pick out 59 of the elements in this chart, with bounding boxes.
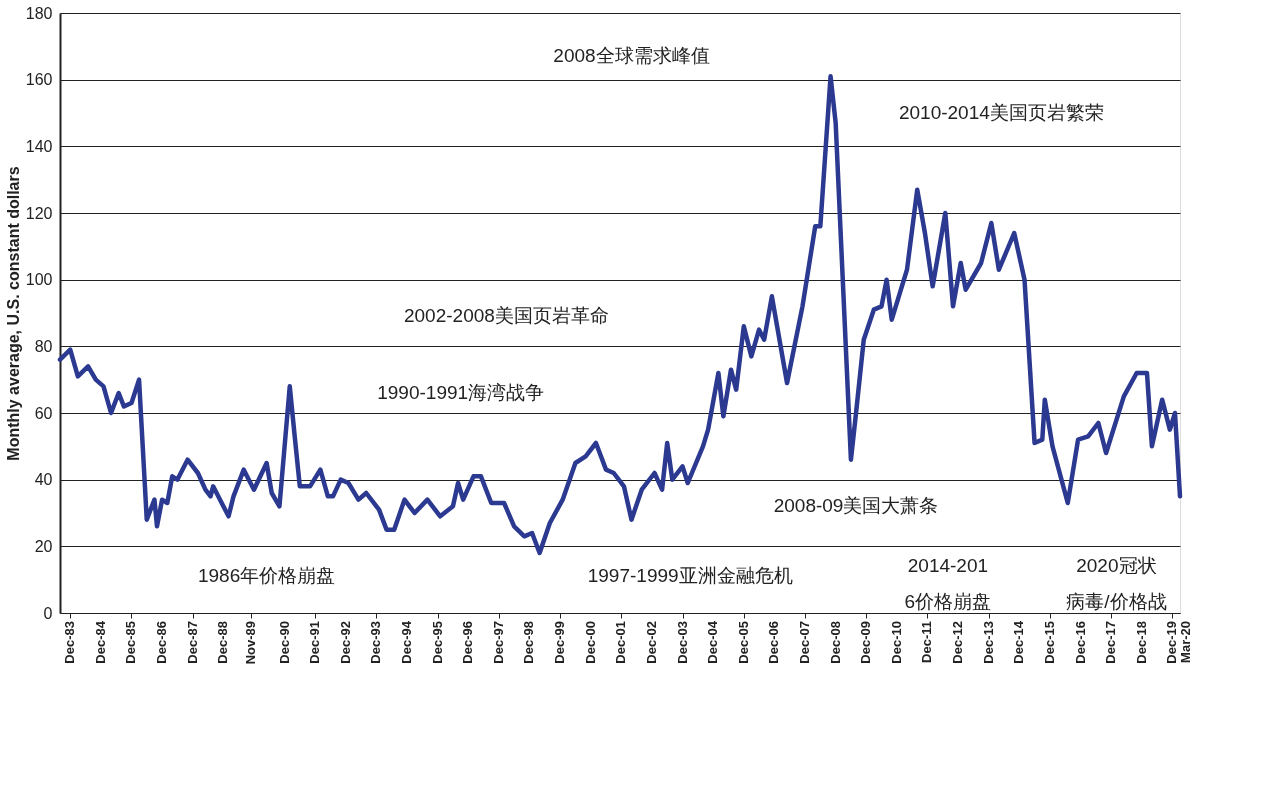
x-tick-label: Dec-15 bbox=[1041, 621, 1057, 664]
x-tick-label: Dec-16 bbox=[1072, 621, 1088, 664]
x-tick-label: Dec-13 bbox=[980, 621, 996, 664]
x-tick-label: Nov-89 bbox=[243, 621, 259, 665]
y-tick-label: 40 bbox=[34, 471, 53, 489]
x-tick-label: Dec-11 bbox=[919, 621, 935, 663]
x-tick-label: Dec-19 bbox=[1164, 621, 1180, 664]
annotation: 2008-09美国大萧条 bbox=[773, 495, 939, 517]
x-tick-label: Dec-04 bbox=[705, 620, 721, 664]
x-tick-label: Dec-92 bbox=[337, 621, 353, 664]
y-tick-label: 20 bbox=[34, 537, 53, 555]
x-tick-label: Dec-96 bbox=[460, 621, 476, 664]
x-tick-label: Dec-88 bbox=[215, 621, 231, 664]
x-tick-label: Dec-84 bbox=[92, 620, 108, 664]
x-tick-label: Dec-18 bbox=[1133, 621, 1149, 664]
y-tick-label: 0 bbox=[43, 604, 53, 622]
line-series bbox=[57, 74, 1183, 556]
annotation: 1986年价格崩盘 bbox=[197, 565, 336, 587]
x-tick-label: Dec-94 bbox=[399, 620, 415, 664]
x-tick-label: Dec-14 bbox=[1011, 620, 1027, 664]
x-tick-label: Dec-87 bbox=[184, 621, 200, 664]
y-axis-title: Monthly average, U.S. constant dollars bbox=[4, 166, 22, 461]
y-tick-label: 180 bbox=[25, 4, 53, 22]
y-tick-label: 60 bbox=[34, 404, 53, 422]
x-tick-label: Dec-08 bbox=[827, 621, 843, 664]
annotation: 2020冠状病毒/价格战 bbox=[1066, 555, 1167, 613]
x-tick-label: Mar-20 bbox=[1178, 621, 1194, 663]
annotation: 2008全球需求峰值 bbox=[553, 45, 710, 67]
x-tick-label: Dec-83 bbox=[62, 621, 78, 664]
y-tick-label: 100 bbox=[25, 271, 53, 289]
x-tick-label: Dec-00 bbox=[582, 621, 598, 664]
x-tick-label: Dec-05 bbox=[735, 621, 751, 664]
x-tick-label: Dec-95 bbox=[429, 621, 445, 664]
annotation: 2014-2016价格崩盘 bbox=[904, 555, 992, 613]
y-tick-label: 160 bbox=[25, 71, 53, 89]
x-tick-label: Dec-98 bbox=[521, 621, 537, 664]
x-tick-label: Dec-86 bbox=[154, 621, 170, 664]
x-tick-label: Dec-03 bbox=[674, 621, 690, 664]
annotation: 1990-1991海湾战争 bbox=[377, 382, 545, 403]
x-tick-label: Dec-97 bbox=[490, 621, 506, 664]
x-tick-label: Dec-02 bbox=[643, 621, 659, 664]
x-tick-label: Dec-01 bbox=[613, 621, 629, 664]
x-tick-label: Dec-12 bbox=[950, 621, 966, 664]
x-tick-label: Dec-91 bbox=[307, 621, 323, 664]
y-tick-label: 120 bbox=[25, 204, 53, 222]
x-tick-label: Dec-17 bbox=[1103, 621, 1119, 664]
x-tick-label: Dec-07 bbox=[796, 621, 812, 664]
x-tick-label: Dec-06 bbox=[766, 621, 782, 664]
x-tick-label: Dec-09 bbox=[858, 621, 874, 664]
x-tick-label: Dec-10 bbox=[888, 621, 904, 664]
x-tick-label: Dec-85 bbox=[123, 621, 139, 664]
annotation: 1997-1999亚洲金融危机 bbox=[587, 565, 793, 587]
annotation: 2002-2008美国页岩革命 bbox=[403, 305, 609, 327]
x-tick-label: Dec-99 bbox=[552, 621, 568, 664]
annotation: 2010-2014美国页岩繁荣 bbox=[898, 102, 1104, 123]
x-tick-label: Dec-90 bbox=[276, 621, 292, 664]
y-tick-label: 80 bbox=[34, 337, 53, 355]
y-tick-label: 140 bbox=[25, 137, 53, 155]
x-tick-label: Dec-93 bbox=[368, 621, 384, 664]
